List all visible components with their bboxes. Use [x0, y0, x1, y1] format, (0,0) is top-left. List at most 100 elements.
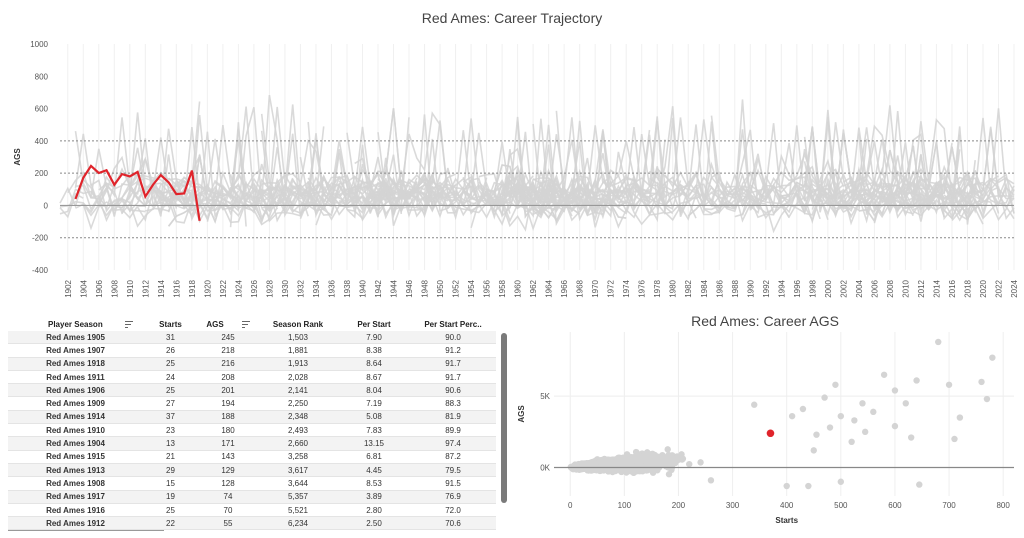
table-cell: 26 — [143, 343, 198, 358]
background-series-line — [974, 176, 1015, 192]
background-series-line — [369, 170, 418, 200]
background-point — [951, 435, 958, 443]
column-header-season-rank[interactable]: Season Rank — [272, 320, 324, 329]
table-row[interactable]: Red Ames 1908 15 128 3,644 8.53 91.5 — [8, 476, 496, 491]
x-tick-label: 1910 — [126, 279, 135, 297]
table-cell: 13.15 — [338, 436, 410, 451]
sort-icon[interactable] — [124, 321, 133, 329]
career-ags-chart-title: Red Ames: Career AGS — [691, 313, 839, 329]
table-row[interactable]: Red Ames 1906 25 201 2,141 8.04 90.6 — [8, 383, 496, 398]
table-row[interactable]: Red Ames 1905 31 245 1,503 7.90 90.0 — [8, 331, 496, 345]
x-tick-label: 1944 — [390, 279, 399, 297]
table-cell: 31 — [143, 331, 198, 345]
x-tick-label: 1930 — [281, 279, 290, 297]
x-tick-label: 1962 — [529, 279, 538, 297]
table-cell: 2.50 — [338, 516, 410, 531]
background-point — [978, 378, 985, 386]
background-series-line — [423, 190, 457, 219]
table-cell: 129 — [198, 463, 258, 478]
background-point — [624, 455, 631, 463]
table-cell: 13 — [143, 436, 198, 451]
table-cell: 22 — [143, 516, 198, 531]
trajectory-gridlines — [67, 44, 1015, 270]
column-header-per-start-percentile[interactable]: Per Start Perc.. — [424, 320, 482, 329]
column-header-per-start[interactable]: Per Start — [357, 320, 391, 329]
table-cell: 2,493 — [258, 423, 338, 438]
x-tick-label: 2012 — [917, 279, 926, 297]
table-row[interactable]: Red Ames 1915 21 143 3,258 6.81 87.2 — [8, 450, 496, 464]
background-series-line — [237, 171, 340, 211]
table-cell: 91.7 — [410, 370, 496, 385]
table-cell: 24 — [143, 370, 198, 385]
x-tick-label: 1928 — [265, 279, 274, 297]
background-point — [686, 460, 693, 468]
background-point — [654, 456, 661, 463]
background-point — [663, 463, 670, 470]
table-row[interactable]: Red Ames 1914 37 188 2,348 5.08 81.9 — [8, 410, 496, 425]
table-row[interactable]: Red Ames 1907 26 218 1,881 8.38 91.2 — [8, 343, 496, 358]
y-tick-label: 5K — [540, 392, 550, 401]
table-cell: 90.6 — [410, 383, 496, 398]
table-cell: 3.89 — [338, 490, 410, 504]
x-tick-label: 1976 — [638, 279, 647, 297]
table-row[interactable]: Red Ames 1916 25 70 5,521 2.80 72.0 — [8, 503, 496, 518]
table-cell: 25 — [143, 383, 198, 398]
x-tick-label: 1996 — [793, 279, 802, 297]
table-cell: 74 — [198, 490, 258, 504]
x-tick-label: 1924 — [234, 279, 243, 297]
background-series-line — [602, 127, 674, 215]
column-header-ags[interactable]: AGS — [198, 318, 258, 331]
table-row[interactable]: Red Ames 1904 13 171 2,660 13.15 97.4 — [8, 436, 496, 451]
table-row[interactable]: Red Ames 1918 25 216 1,913 8.64 91.7 — [8, 357, 496, 371]
table-cell: 70.6 — [410, 516, 496, 531]
table-row[interactable]: Red Ames 1911 24 208 2,028 8.67 91.7 — [8, 370, 496, 385]
trajectory-chart: -400 -200 0 200 400 600 800 1000 AGS 1902 1904 1906… — [13, 40, 1019, 298]
table-cell: 89.9 — [410, 423, 496, 438]
background-point — [598, 462, 605, 470]
background-series-line — [672, 176, 759, 213]
table-body: Red Ames 1905 31 245 1,503 7.90 90.0 Red Ames … — [8, 331, 496, 531]
background-point — [570, 465, 577, 472]
background-series-line — [486, 164, 526, 196]
y-tick-label: 0K — [540, 463, 550, 472]
column-header-player-season[interactable]: Player Season — [8, 318, 143, 331]
x-tick-label: 1954 — [467, 279, 476, 297]
table-cell: 3,258 — [258, 450, 338, 464]
x-tick-label: 1936 — [327, 279, 336, 297]
y-tick-label: 1000 — [30, 40, 48, 49]
table-row[interactable]: Red Ames 1912 22 55 6,234 2.50 70.6 — [8, 516, 496, 531]
background-series-line — [253, 177, 309, 215]
background-point — [891, 422, 899, 430]
background-point — [659, 451, 666, 459]
background-point — [837, 478, 845, 485]
background-series-line — [734, 197, 806, 234]
x-tick-label: 1904 — [79, 279, 88, 297]
table-scrollbar[interactable] — [501, 333, 507, 503]
x-tick-label: 1902 — [64, 279, 73, 297]
background-series-line — [323, 157, 403, 226]
background-point — [635, 466, 642, 473]
table-cell: 5.08 — [338, 410, 410, 425]
table-cell: 8.53 — [338, 476, 410, 491]
background-point — [821, 394, 828, 401]
background-series-line — [594, 190, 705, 226]
x-tick-label: 1968 — [576, 279, 585, 297]
background-series-line — [439, 168, 565, 213]
y-tick-label: 200 — [35, 169, 49, 178]
x-tick-label: 400 — [780, 501, 794, 510]
sort-icon[interactable] — [241, 321, 250, 329]
table-row[interactable]: Red Ames 1910 23 180 2,493 7.83 89.9 — [8, 423, 496, 438]
table-row[interactable]: Red Ames 1917 19 74 5,357 3.89 76.9 — [8, 490, 496, 504]
column-header-starts[interactable]: Starts — [159, 320, 182, 329]
table-row[interactable]: Red Ames 1909 27 194 2,250 7.19 88.3 — [8, 396, 496, 411]
table-cell: 25 — [143, 503, 198, 518]
background-point — [870, 408, 877, 416]
table-row[interactable]: Red Ames 1913 29 129 3,617 4.45 79.5 — [8, 463, 496, 478]
background-series-line — [966, 189, 1015, 222]
background-point — [810, 447, 817, 454]
table-cell: Red Ames 1915 — [8, 450, 143, 464]
table-cell: 128 — [198, 476, 258, 491]
table-cell: Red Ames 1916 — [8, 503, 143, 518]
background-series-line — [493, 120, 627, 220]
x-tick-label: 2018 — [963, 279, 972, 297]
